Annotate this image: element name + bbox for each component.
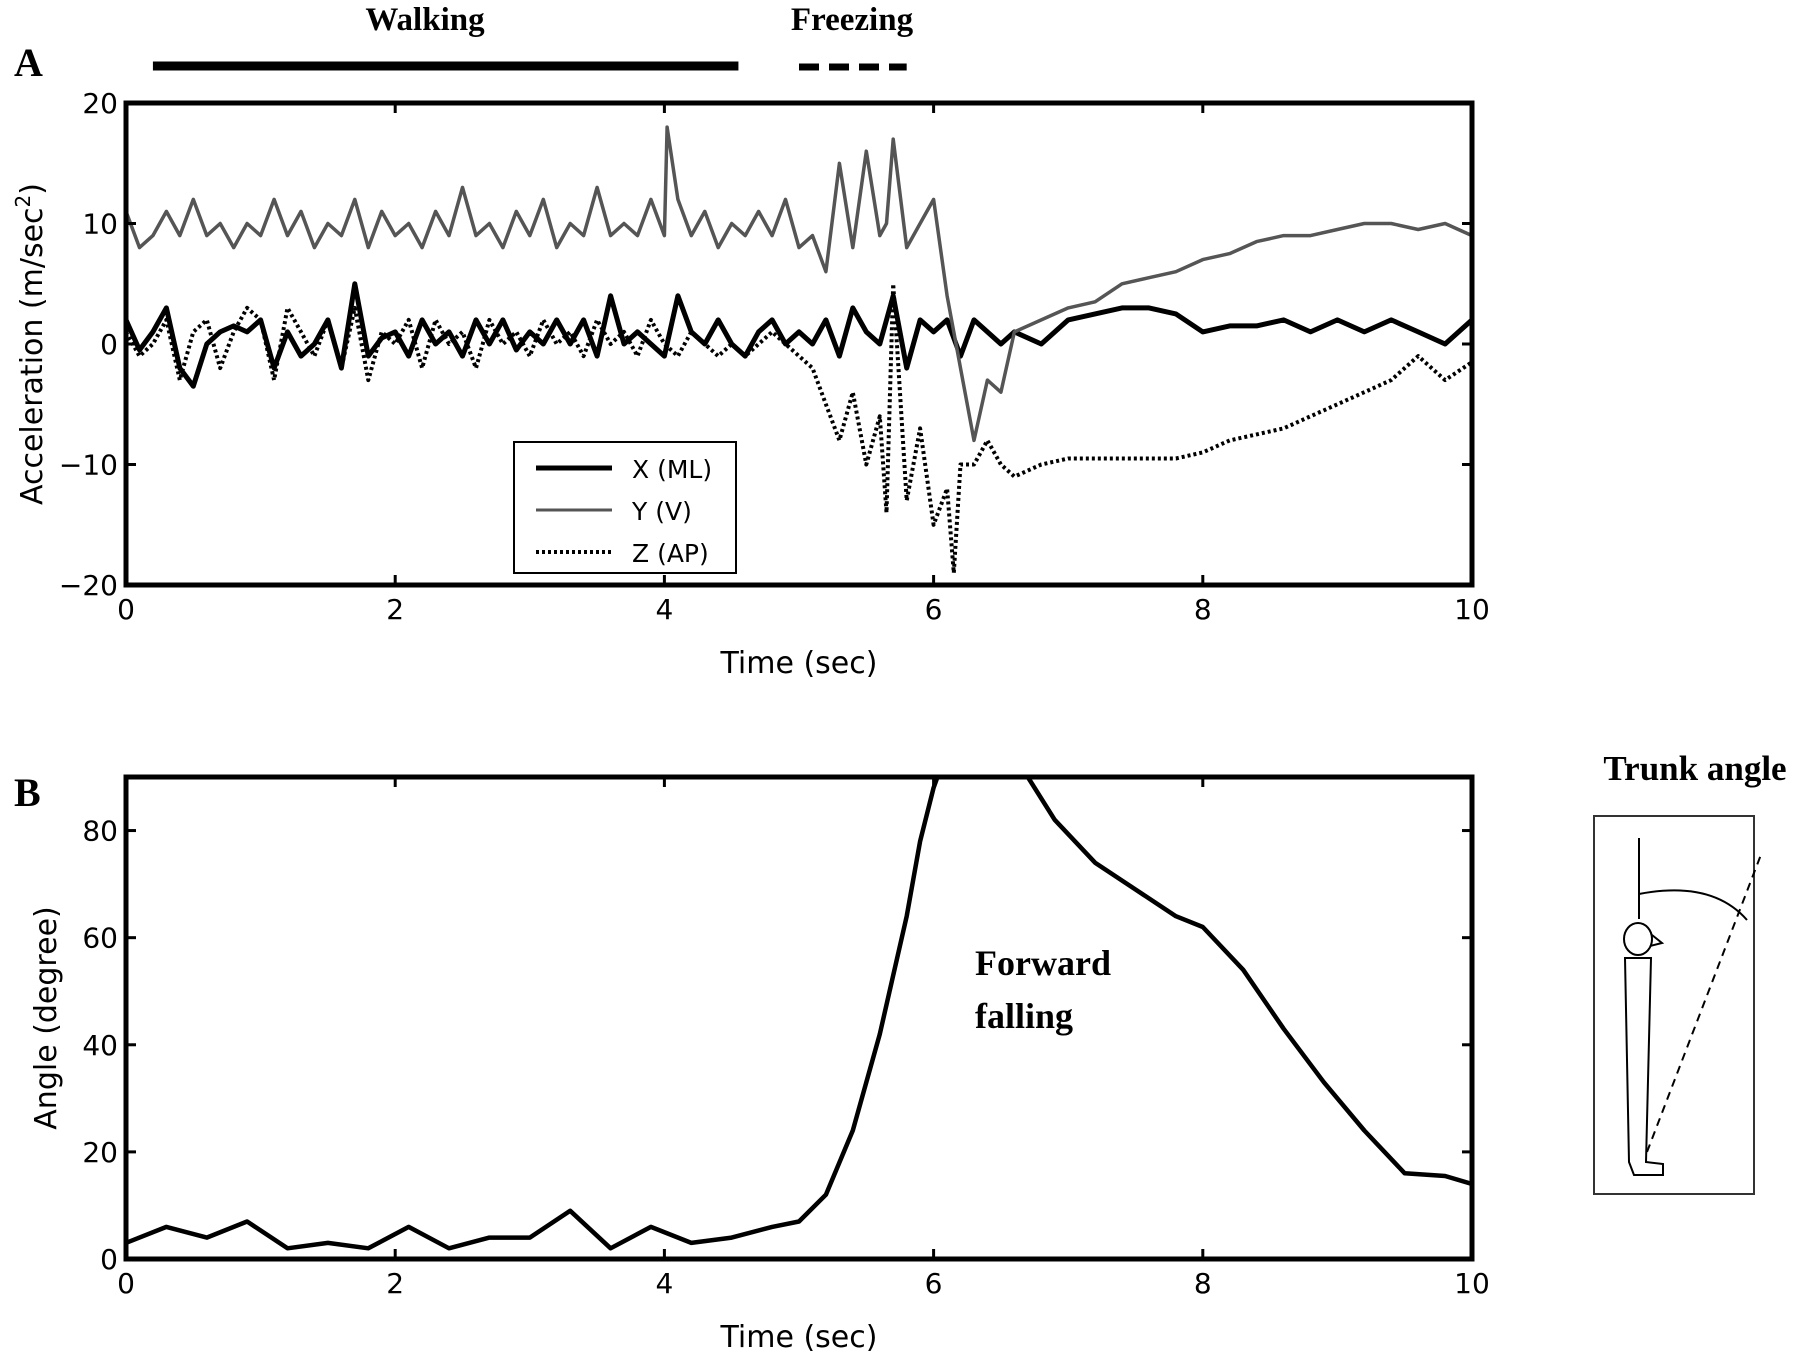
plot-frame-a <box>123 100 1475 588</box>
y-tick-label: 10 <box>82 208 118 241</box>
legend-label-y: Y (V) <box>631 497 692 526</box>
annotation-line-2: falling <box>975 996 1073 1036</box>
x-tick-label: 10 <box>1454 1267 1490 1300</box>
plot-frame-b <box>123 774 1475 1262</box>
chart-panel-a: 0 2 4 6 8 10 −20 −10 0 10 20 Time (sec) Accelerati… <box>11 87 1490 681</box>
y-axis-label-superscript: 2 <box>11 195 35 208</box>
annotation-line-1: Forward <box>975 943 1111 983</box>
inset-frame <box>1593 815 1755 1195</box>
x-tick-label: 10 <box>1454 593 1490 626</box>
y-tick-label: −20 <box>59 569 118 602</box>
legend-label-z: Z (AP) <box>632 539 709 568</box>
panel-b-letter: B <box>14 770 41 815</box>
series-line-b-0 <box>126 777 1472 1251</box>
y-tick-label: 20 <box>82 1136 118 1169</box>
y-tick-label: 80 <box>82 815 118 848</box>
legend-label-x: X (ML) <box>632 455 712 484</box>
y-axis-label-close: ) <box>15 183 50 195</box>
y-tick-label: −10 <box>59 449 118 482</box>
y-tick-label: 20 <box>82 87 118 120</box>
y-axis-label-a: Acceleration (m/sec2) <box>11 183 50 505</box>
x-tick-label: 8 <box>1194 593 1212 626</box>
x-tick-label: 6 <box>925 1267 943 1300</box>
series-line-a-1 <box>124 125 1473 443</box>
y-tick-label: 60 <box>82 922 118 955</box>
chart-panel-b: 0 2 4 6 8 10 0 20 40 60 80 Time (sec) Angle (degre… <box>29 774 1490 1355</box>
angle-arc <box>1638 889 1748 921</box>
series-line-a-2 <box>124 281 1474 575</box>
x-tick-label: 2 <box>386 1267 404 1300</box>
legend: X (ML) Y (V) Z (AP) <box>513 441 737 574</box>
x-tick-label: 0 <box>117 593 135 626</box>
standing-figure-icon <box>1623 922 1665 1176</box>
freezing-label: Freezing <box>791 2 914 38</box>
walking-label: Walking <box>365 2 485 38</box>
y-tick-label: 0 <box>100 328 118 361</box>
x-tick-label: 0 <box>117 1267 135 1300</box>
x-tick-label: 4 <box>655 1267 673 1300</box>
y-tick-label: 40 <box>82 1029 118 1062</box>
x-tick-label: 8 <box>1194 1267 1212 1300</box>
x-tick-label: 2 <box>386 593 404 626</box>
tilted-trunk-line <box>1641 851 1763 1166</box>
x-tick-label: 4 <box>655 593 673 626</box>
trunk-angle-inset: Trunk angle <box>1593 749 1787 1195</box>
y-axis-label-b: Angle (degree) <box>29 906 64 1129</box>
trunk-angle-title: Trunk angle <box>1603 749 1786 788</box>
x-axis-label-a: Time (sec) <box>720 646 878 681</box>
y-tick-label: 0 <box>100 1243 118 1276</box>
panel-a-letter: A <box>14 40 43 85</box>
series-line-a-0 <box>123 281 1474 389</box>
x-tick-label: 6 <box>925 593 943 626</box>
x-axis-label-b: Time (sec) <box>720 1320 878 1355</box>
